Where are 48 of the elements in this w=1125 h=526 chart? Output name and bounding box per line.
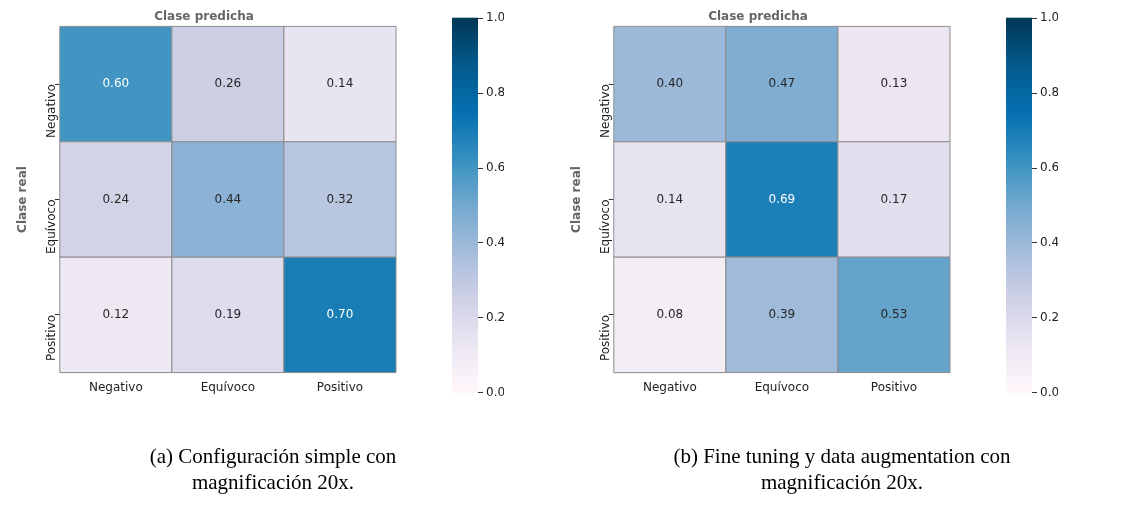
color-bar-label: 0.4 <box>1040 235 1060 250</box>
color-bar-label: 0.6 <box>486 160 506 175</box>
x-axis-title: Clase predicha <box>154 9 254 24</box>
y-axis-title: Clase real <box>15 166 30 233</box>
data-label: 0.17 <box>880 191 908 206</box>
y-tick-label: Positivo <box>43 314 58 362</box>
color-bar-label: 0.0 <box>486 384 506 399</box>
data-label: 0.12 <box>102 307 130 322</box>
y-axis-title: Clase real <box>569 166 584 233</box>
data-label: 0.69 <box>768 191 796 206</box>
color-bar-label: 0.2 <box>1040 310 1060 325</box>
data-label: 0.40 <box>656 76 684 91</box>
text: (b) Fine tuning y data augmentation con magnificación 20x. <box>672 443 1012 495</box>
color-bar-label: 0.6 <box>1040 160 1060 175</box>
x-tick-label: Negativo <box>642 379 697 394</box>
y-tick-label: Negativo <box>597 84 612 138</box>
color-bar-label: 0.2 <box>486 310 506 325</box>
text: (a) Configuración simple con magnificación 20x. <box>148 443 398 495</box>
data-label: 0.26 <box>214 76 242 91</box>
color-bar-label: 0.4 <box>486 235 506 250</box>
data-label: 0.53 <box>880 307 908 322</box>
data-label: 0.39 <box>768 307 796 322</box>
y-tick-label: Positivo <box>597 314 612 362</box>
data-label: 0.19 <box>214 307 242 322</box>
data-label: 0.14 <box>326 76 354 91</box>
data-label: 0.44 <box>214 191 242 206</box>
y-tick-label: Negativo <box>43 84 58 138</box>
y-tick-label: Equívoco <box>597 199 612 255</box>
data-label: 0.13 <box>880 76 908 91</box>
data-label: 0.24 <box>102 191 130 206</box>
data-label: 0.70 <box>326 307 354 322</box>
y-tick-label: Equívoco <box>43 199 58 255</box>
color-bar-label: 0.8 <box>1040 85 1060 100</box>
color-bar-label: 0.8 <box>486 85 506 100</box>
data-label: 0.60 <box>102 76 130 91</box>
x-tick-label: Positivo <box>316 379 364 394</box>
data-label: 0.47 <box>768 76 796 91</box>
data-label: 0.08 <box>656 307 684 322</box>
x-tick-label: Positivo <box>870 379 918 394</box>
color-bar-label: 1.0 <box>486 10 506 25</box>
data-label: 0.32 <box>326 191 354 206</box>
data-label: 0.14 <box>656 191 684 206</box>
color-bar-label: 1.0 <box>1040 10 1060 25</box>
color-bar-label: 0.0 <box>1040 384 1060 399</box>
x-axis-title: Clase predicha <box>708 9 808 24</box>
x-tick-label: Negativo <box>88 379 143 394</box>
x-tick-label: Equívoco <box>200 379 256 394</box>
x-tick-label: Equívoco <box>754 379 810 394</box>
